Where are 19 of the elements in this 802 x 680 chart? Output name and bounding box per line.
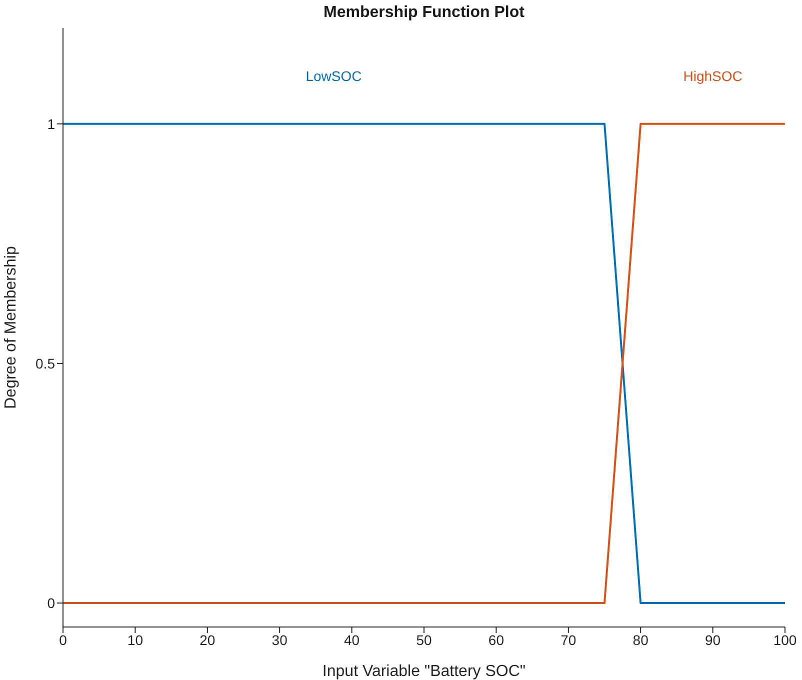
text: LowSOC bbox=[306, 68, 362, 84]
x-tick-label: 100 bbox=[773, 632, 797, 648]
y-tick-label: 1 bbox=[47, 116, 56, 132]
text: HighSOC bbox=[683, 68, 742, 84]
x-tick-label: 60 bbox=[488, 632, 504, 648]
x-tick-label: 40 bbox=[344, 632, 360, 648]
x-tick-label: 0 bbox=[59, 632, 68, 648]
chart-title: Membership Function Plot bbox=[322, 4, 526, 22]
x-tick-label: 30 bbox=[272, 632, 288, 648]
x-tick-label: 80 bbox=[632, 632, 649, 648]
x-tick-label: 20 bbox=[200, 632, 216, 648]
x-tick-label: 90 bbox=[705, 632, 721, 648]
y-axis-title: Degree of Membership bbox=[2, 246, 20, 409]
x-axis-title: Input Variable "Battery SOC" bbox=[322, 663, 526, 680]
x-tick-label: 10 bbox=[127, 632, 144, 648]
y-tick-label: 0.5 bbox=[36, 355, 56, 372]
x-tick-label: 50 bbox=[416, 632, 432, 648]
y-tick-label: 0 bbox=[47, 595, 56, 612]
x-tick-label: 70 bbox=[560, 632, 576, 648]
